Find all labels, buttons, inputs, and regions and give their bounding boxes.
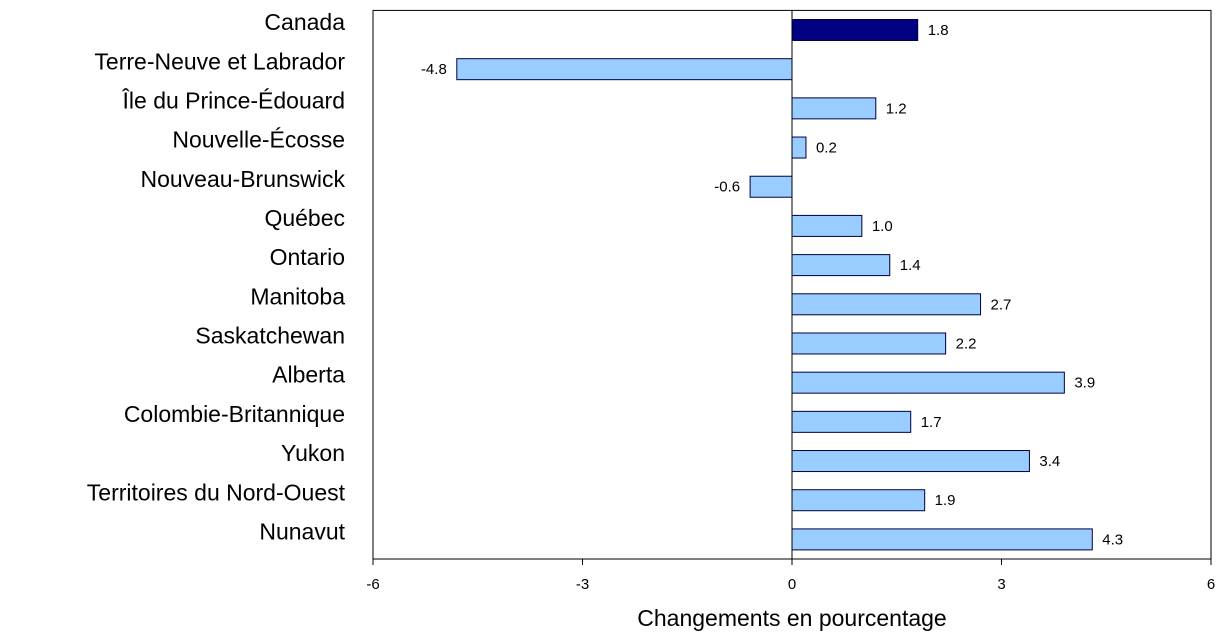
x-axis-label: Changements en pourcentage (637, 605, 946, 631)
bar (791, 489, 926, 512)
value-label: 1.4 (900, 257, 921, 274)
value-label: -0.6 (714, 179, 740, 196)
bar (791, 410, 912, 433)
value-label: 4.3 (1102, 531, 1123, 548)
bar (791, 214, 863, 237)
bar (791, 293, 982, 316)
x-tick-label: 6 (1207, 576, 1215, 593)
category-label: Alberta (272, 362, 345, 388)
category-label: Colombie-Britannique (124, 401, 345, 427)
category-label: Nouvelle-Écosse (172, 127, 345, 153)
category-label: Territoires du Nord-Ouest (87, 479, 346, 505)
bar (456, 58, 793, 81)
value-label: 1.8 (928, 22, 949, 39)
bar (791, 528, 1093, 551)
category-label: Nouveau-Brunswick (140, 166, 345, 192)
x-tick-label: 0 (788, 576, 796, 593)
value-label: 0.2 (816, 140, 837, 157)
category-label: Nunavut (259, 518, 345, 544)
value-label: 1.7 (921, 414, 942, 431)
bar (791, 332, 947, 355)
category-label: Canada (264, 9, 345, 35)
x-tick-label: -6 (366, 576, 379, 593)
value-label: -4.8 (421, 61, 447, 78)
bar (791, 254, 891, 277)
category-label: Terre-Neuve et Labrador (94, 48, 345, 74)
bar (791, 450, 1030, 473)
bar (791, 18, 919, 41)
category-label: Saskatchewan (195, 323, 345, 349)
value-label: 2.7 (991, 296, 1012, 313)
bar (749, 175, 793, 198)
value-label: 2.2 (956, 335, 977, 352)
value-label: 1.9 (935, 492, 956, 509)
category-label: Île du Prince-Édouard (122, 87, 345, 113)
bar (791, 136, 807, 159)
value-label: 3.4 (1039, 453, 1060, 470)
bar (791, 371, 1065, 394)
category-label: Yukon (281, 440, 345, 466)
value-label: 1.2 (886, 100, 907, 117)
bar (791, 97, 877, 120)
value-label: 3.9 (1074, 375, 1095, 392)
category-label: Manitoba (250, 283, 345, 309)
x-tick-label: 3 (997, 576, 1005, 593)
value-label: 1.0 (872, 218, 893, 235)
category-label: Québec (264, 205, 345, 231)
x-tick-label: -3 (576, 576, 589, 593)
category-label: Ontario (270, 244, 345, 270)
